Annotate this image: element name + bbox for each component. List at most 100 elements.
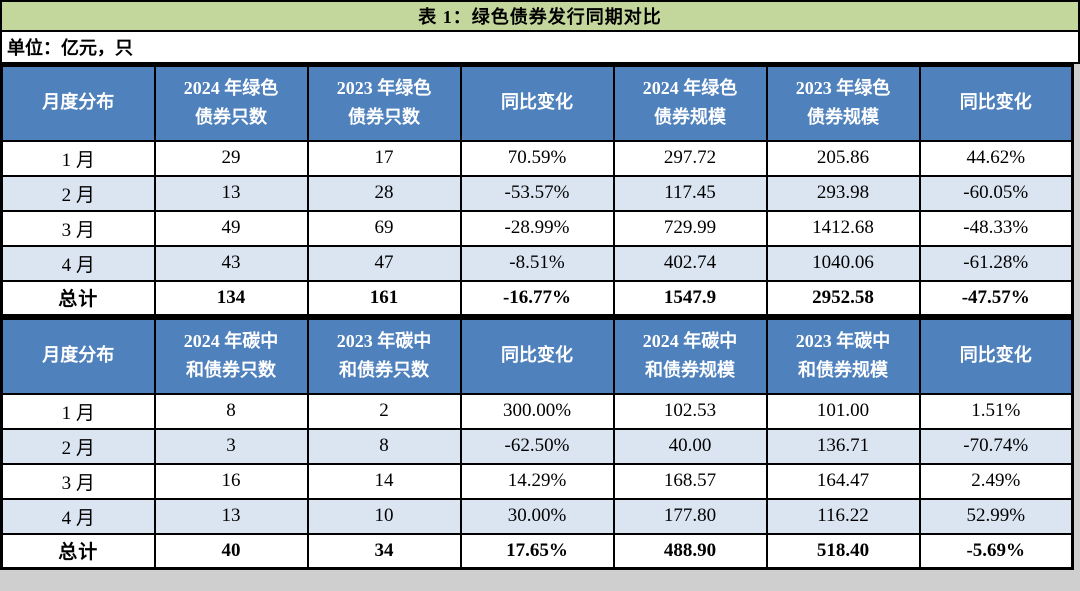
month-cell: 1 月 [0, 139, 156, 177]
value-cell: 2.49% [918, 462, 1074, 500]
value-cell: 136.71 [765, 427, 921, 465]
value-cell: 17.65% [459, 532, 615, 570]
table-title: 表 1：绿色债券发行同期对比 [2, 2, 1078, 32]
value-cell: 117.45 [612, 174, 768, 212]
value-cell: 13 [153, 497, 309, 535]
value-cell: 205.86 [765, 139, 921, 177]
value-cell: 300.00% [459, 392, 615, 430]
value-cell: 161 [306, 279, 462, 317]
value-cell: 2 [306, 392, 462, 430]
table-row: 1 月 8 2 300.00% 102.53 101.00 1.51% [0, 392, 1074, 430]
value-cell: 1412.68 [765, 209, 921, 247]
month-cell: 4 月 [0, 497, 156, 535]
value-cell: 14.29% [459, 462, 615, 500]
figure-header-box: 表 1：绿色债券发行同期对比 单位：亿元，只 [0, 0, 1080, 64]
column-header: 月度分布 [0, 64, 156, 142]
column-header: 2023 年绿色 债券规模 [765, 64, 921, 142]
total-row: 总计 40 34 17.65% 488.90 518.40 -5.69% [0, 532, 1074, 570]
month-cell: 总计 [0, 532, 156, 570]
month-cell: 3 月 [0, 209, 156, 247]
column-header: 同比变化 [459, 317, 615, 395]
column-header: 2024 年碳中 和债券只数 [153, 317, 309, 395]
table-row: 1 月 29 17 70.59% 297.72 205.86 44.62% [0, 139, 1074, 177]
value-cell: 29 [153, 139, 309, 177]
month-cell: 2 月 [0, 174, 156, 212]
value-cell: -61.28% [918, 244, 1074, 282]
green-bond-table: 月度分布 2024 年绿色 债券只数 2023 年绿色 债券只数 同比变化 2024 年… [0, 64, 1074, 317]
month-cell: 2 月 [0, 427, 156, 465]
value-cell: 293.98 [765, 174, 921, 212]
table-row: 3 月 49 69 -28.99% 729.99 1412.68 -48.33% [0, 209, 1074, 247]
value-cell: 30.00% [459, 497, 615, 535]
month-cell: 4 月 [0, 244, 156, 282]
value-cell: 116.22 [765, 497, 921, 535]
value-cell: 10 [306, 497, 462, 535]
value-cell: 52.99% [918, 497, 1074, 535]
value-cell: 34 [306, 532, 462, 570]
month-cell: 总计 [0, 279, 156, 317]
value-cell: 13 [153, 174, 309, 212]
value-cell: 47 [306, 244, 462, 282]
value-cell: 164.47 [765, 462, 921, 500]
value-cell: 44.62% [918, 139, 1074, 177]
table-row: 2 月 13 28 -53.57% 117.45 293.98 -60.05% [0, 174, 1074, 212]
value-cell: -28.99% [459, 209, 615, 247]
value-cell: 3 [153, 427, 309, 465]
carbon-neutral-bond-table: 月度分布 2024 年碳中 和债券只数 2023 年碳中 和债券只数 同比变化 2024… [0, 317, 1074, 570]
header-row: 月度分布 2024 年绿色 债券只数 2023 年绿色 债券只数 同比变化 2024 年… [0, 64, 1074, 142]
value-cell: 17 [306, 139, 462, 177]
table-row: 2 月 3 8 -62.50% 40.00 136.71 -70.74% [0, 427, 1074, 465]
value-cell: 177.80 [612, 497, 768, 535]
value-cell: 102.53 [612, 392, 768, 430]
month-cell: 1 月 [0, 392, 156, 430]
header-row: 月度分布 2024 年碳中 和债券只数 2023 年碳中 和债券只数 同比变化 2024… [0, 317, 1074, 395]
value-cell: -48.33% [918, 209, 1074, 247]
value-cell: 40 [153, 532, 309, 570]
value-cell: 14 [306, 462, 462, 500]
value-cell: 134 [153, 279, 309, 317]
value-cell: 69 [306, 209, 462, 247]
column-header: 同比变化 [918, 64, 1074, 142]
value-cell: 168.57 [612, 462, 768, 500]
value-cell: 518.40 [765, 532, 921, 570]
value-cell: 1040.06 [765, 244, 921, 282]
unit-label: 单位：亿元，只 [2, 32, 1078, 62]
value-cell: 488.90 [612, 532, 768, 570]
table-row: 4 月 43 47 -8.51% 402.74 1040.06 -61.28% [0, 244, 1074, 282]
value-cell: 402.74 [612, 244, 768, 282]
column-header: 同比变化 [459, 64, 615, 142]
table-row: 3 月 16 14 14.29% 168.57 164.47 2.49% [0, 462, 1074, 500]
column-header: 月度分布 [0, 317, 156, 395]
column-header: 2024 年碳中 和债券规模 [612, 317, 768, 395]
value-cell: 49 [153, 209, 309, 247]
value-cell: 28 [306, 174, 462, 212]
month-cell: 3 月 [0, 462, 156, 500]
value-cell: -47.57% [918, 279, 1074, 317]
value-cell: -8.51% [459, 244, 615, 282]
value-cell: -62.50% [459, 427, 615, 465]
value-cell: 2952.58 [765, 279, 921, 317]
column-header: 同比变化 [918, 317, 1074, 395]
value-cell: 101.00 [765, 392, 921, 430]
value-cell: 8 [153, 392, 309, 430]
table-row: 4 月 13 10 30.00% 177.80 116.22 52.99% [0, 497, 1074, 535]
value-cell: -16.77% [459, 279, 615, 317]
column-header: 2023 年碳中 和债券规模 [765, 317, 921, 395]
column-header: 2024 年绿色 债券规模 [612, 64, 768, 142]
value-cell: -70.74% [918, 427, 1074, 465]
value-cell: 8 [306, 427, 462, 465]
total-row: 总计 134 161 -16.77% 1547.9 2952.58 -47.57% [0, 279, 1074, 317]
value-cell: 43 [153, 244, 309, 282]
column-header: 2023 年绿色 债券只数 [306, 64, 462, 142]
value-cell: 40.00 [612, 427, 768, 465]
value-cell: 1.51% [918, 392, 1074, 430]
value-cell: -53.57% [459, 174, 615, 212]
value-cell: 16 [153, 462, 309, 500]
value-cell: 297.72 [612, 139, 768, 177]
column-header: 2023 年碳中 和债券只数 [306, 317, 462, 395]
value-cell: 729.99 [612, 209, 768, 247]
value-cell: -60.05% [918, 174, 1074, 212]
value-cell: 1547.9 [612, 279, 768, 317]
column-header: 2024 年绿色 债券只数 [153, 64, 309, 142]
